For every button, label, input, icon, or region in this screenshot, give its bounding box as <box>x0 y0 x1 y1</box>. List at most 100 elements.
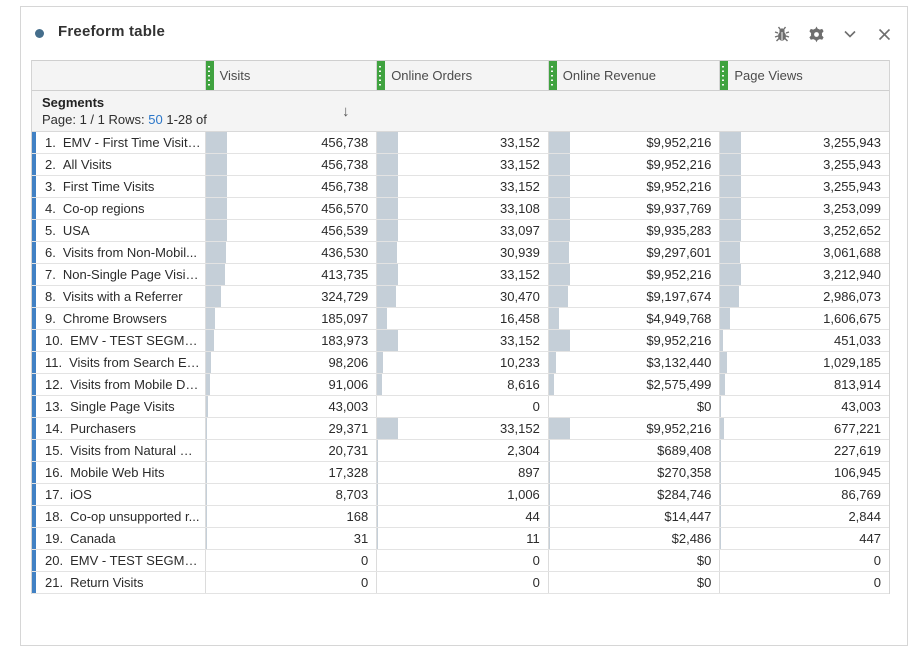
metric-cell-page-views[interactable]: 3,252,652 <box>719 220 889 241</box>
metric-cell-visits[interactable]: 0 <box>204 572 377 593</box>
segment-label-cell[interactable]: 2. All Visits <box>32 154 205 175</box>
metric-cell-page-views[interactable]: 1,029,185 <box>719 352 889 373</box>
metric-cell-online-revenue[interactable]: $9,935,283 <box>547 220 720 241</box>
metric-cell-online-orders[interactable]: 33,152 <box>376 132 548 153</box>
metric-cell-page-views[interactable]: 0 <box>719 572 889 593</box>
metric-cell-visits[interactable]: 43,003 <box>204 396 377 417</box>
segment-label-cell[interactable]: 21. Return Visits <box>32 572 205 593</box>
metric-cell-online-revenue[interactable]: $9,952,216 <box>547 264 720 285</box>
metric-cell-page-views[interactable]: 451,033 <box>719 330 889 351</box>
metric-cell-online-revenue[interactable]: $0 <box>547 572 720 593</box>
metric-cell-online-revenue[interactable]: $3,132,440 <box>547 352 720 373</box>
table-row[interactable]: 11. Visits from Search En... 98,206 10,233 $… <box>32 352 889 374</box>
table-row[interactable]: 13. Single Page Visits 43,003 0 $0 43,003 <box>32 396 889 418</box>
metric-cell-visits[interactable]: 17,328 <box>204 462 377 483</box>
metric-cell-online-orders[interactable]: 33,152 <box>376 154 548 175</box>
column-drag-handle-icon[interactable] <box>548 61 557 90</box>
metric-cell-visits[interactable]: 168 <box>204 506 377 527</box>
metric-cell-online-orders[interactable]: 16,458 <box>376 308 548 329</box>
metric-cell-online-revenue[interactable]: $2,486 <box>547 528 720 549</box>
column-header-page-views[interactable]: Page Views <box>719 61 889 90</box>
metric-cell-online-revenue[interactable]: $9,297,601 <box>547 242 720 263</box>
metric-cell-online-orders[interactable]: 33,152 <box>376 330 548 351</box>
table-row[interactable]: 7. Non-Single Page Visit (... 413,735 33,15… <box>32 264 889 286</box>
metric-cell-visits[interactable]: 29,371 <box>204 418 377 439</box>
metric-cell-online-orders[interactable]: 33,152 <box>376 176 548 197</box>
metric-cell-page-views[interactable]: 3,255,943 <box>719 154 889 175</box>
metric-cell-online-orders[interactable]: 33,097 <box>376 220 548 241</box>
table-row[interactable]: 12. Visits from Mobile De... 91,006 8,616 $2… <box>32 374 889 396</box>
segment-label-cell[interactable]: 13. Single Page Visits <box>32 396 205 417</box>
metric-cell-online-orders[interactable]: 1,006 <box>376 484 548 505</box>
column-header-visits[interactable]: Visits <box>204 61 377 90</box>
metric-cell-page-views[interactable]: 813,914 <box>719 374 889 395</box>
metric-cell-visits[interactable]: 185,097 <box>204 308 377 329</box>
metric-cell-page-views[interactable]: 0 <box>719 550 889 571</box>
column-drag-handle-icon[interactable] <box>377 61 386 90</box>
metric-cell-online-revenue[interactable]: $0 <box>547 396 720 417</box>
table-row[interactable]: 18. Co-op unsupported r... 168 44 $14,447 2,8… <box>32 506 889 528</box>
table-row[interactable]: 15. Visits from Natural Se... 20,731 2,304 $… <box>32 440 889 462</box>
metric-cell-online-revenue[interactable]: $284,746 <box>547 484 720 505</box>
metric-cell-online-revenue[interactable]: $2,575,499 <box>547 374 720 395</box>
metric-cell-online-revenue[interactable]: $9,952,216 <box>547 132 720 153</box>
metric-cell-visits[interactable]: 183,973 <box>204 330 377 351</box>
metric-cell-visits[interactable]: 413,735 <box>204 264 377 285</box>
metric-cell-online-orders[interactable]: 33,108 <box>376 198 548 219</box>
segment-label-cell[interactable]: 8. Visits with a Referrer <box>32 286 205 307</box>
metric-cell-visits[interactable]: 456,738 <box>204 154 377 175</box>
table-row[interactable]: 1. EMV - First Time Visits... 456,738 33,15… <box>32 132 889 154</box>
debug-bug-icon[interactable] <box>772 24 792 44</box>
metric-cell-visits[interactable]: 324,729 <box>204 286 377 307</box>
segment-label-cell[interactable]: 5. USA <box>32 220 205 241</box>
metric-cell-visits[interactable]: 0 <box>204 550 377 571</box>
segment-label-cell[interactable]: 11. Visits from Search En... <box>32 352 205 373</box>
column-drag-handle-icon[interactable] <box>720 61 729 90</box>
segment-label-cell[interactable]: 20. EMV - TEST SEGMEN... <box>32 550 205 571</box>
metric-cell-visits[interactable]: 436,530 <box>204 242 377 263</box>
segment-label-cell[interactable]: 7. Non-Single Page Visit (... <box>32 264 205 285</box>
metric-cell-visits[interactable]: 31 <box>204 528 377 549</box>
metric-cell-visits[interactable]: 8,703 <box>204 484 377 505</box>
table-row[interactable]: 20. EMV - TEST SEGMEN... 0 0 $0 0 <box>32 550 889 572</box>
rows-per-page-link[interactable]: 50 <box>148 112 163 127</box>
column-header-online-orders[interactable]: Online Orders <box>376 61 548 90</box>
segment-label-cell[interactable]: 9. Chrome Browsers <box>32 308 205 329</box>
metric-cell-visits[interactable]: 456,570 <box>204 198 377 219</box>
table-row[interactable]: 16. Mobile Web Hits 17,328 897 $270,358 106,9… <box>32 462 889 484</box>
metric-cell-page-views[interactable]: 677,221 <box>719 418 889 439</box>
metric-cell-page-views[interactable]: 106,945 <box>719 462 889 483</box>
metric-cell-online-orders[interactable]: 10,233 <box>376 352 548 373</box>
metric-cell-visits[interactable]: 91,006 <box>204 374 377 395</box>
metric-cell-page-views[interactable]: 3,255,943 <box>719 176 889 197</box>
metric-cell-page-views[interactable]: 2,986,073 <box>719 286 889 307</box>
metric-cell-page-views[interactable]: 2,844 <box>719 506 889 527</box>
metric-cell-online-orders[interactable]: 30,939 <box>376 242 548 263</box>
table-row[interactable]: 3. First Time Visits 456,738 33,152 $9,952,2… <box>32 176 889 198</box>
metric-cell-online-revenue[interactable]: $9,952,216 <box>547 418 720 439</box>
table-row[interactable]: 17. iOS 8,703 1,006 $284,746 86,769 <box>32 484 889 506</box>
metric-cell-page-views[interactable]: 227,619 <box>719 440 889 461</box>
metric-cell-visits[interactable]: 456,738 <box>204 176 377 197</box>
metric-cell-page-views[interactable]: 1,606,675 <box>719 308 889 329</box>
metric-cell-online-revenue[interactable]: $0 <box>547 550 720 571</box>
metric-cell-online-revenue[interactable]: $270,358 <box>547 462 720 483</box>
segment-label-cell[interactable]: 1. EMV - First Time Visits... <box>32 132 205 153</box>
metric-cell-online-orders[interactable]: 30,470 <box>376 286 548 307</box>
close-icon[interactable] <box>874 24 894 44</box>
metric-cell-page-views[interactable]: 43,003 <box>719 396 889 417</box>
table-row[interactable]: 14. Purchasers 29,371 33,152 $9,952,216 677,2… <box>32 418 889 440</box>
table-row[interactable]: 9. Chrome Browsers 185,097 16,458 $4,949,768… <box>32 308 889 330</box>
metric-cell-online-revenue[interactable]: $9,197,674 <box>547 286 720 307</box>
metric-cell-online-revenue[interactable]: $689,408 <box>547 440 720 461</box>
segment-label-cell[interactable]: 3. First Time Visits <box>32 176 205 197</box>
metric-cell-online-orders[interactable]: 8,616 <box>376 374 548 395</box>
metric-cell-visits[interactable]: 456,539 <box>204 220 377 241</box>
table-row[interactable]: 2. All Visits 456,738 33,152 $9,952,216 3,255… <box>32 154 889 176</box>
metric-cell-page-views[interactable]: 3,061,688 <box>719 242 889 263</box>
metric-cell-online-revenue[interactable]: $9,952,216 <box>547 176 720 197</box>
table-row[interactable]: 19. Canada 31 11 $2,486 447 <box>32 528 889 550</box>
table-row[interactable]: 6. Visits from Non-Mobil... 436,530 30,939 $… <box>32 242 889 264</box>
metric-cell-online-orders[interactable]: 897 <box>376 462 548 483</box>
table-row[interactable]: 10. EMV - TEST SEGMEN... 183,973 33,152 $9,9… <box>32 330 889 352</box>
